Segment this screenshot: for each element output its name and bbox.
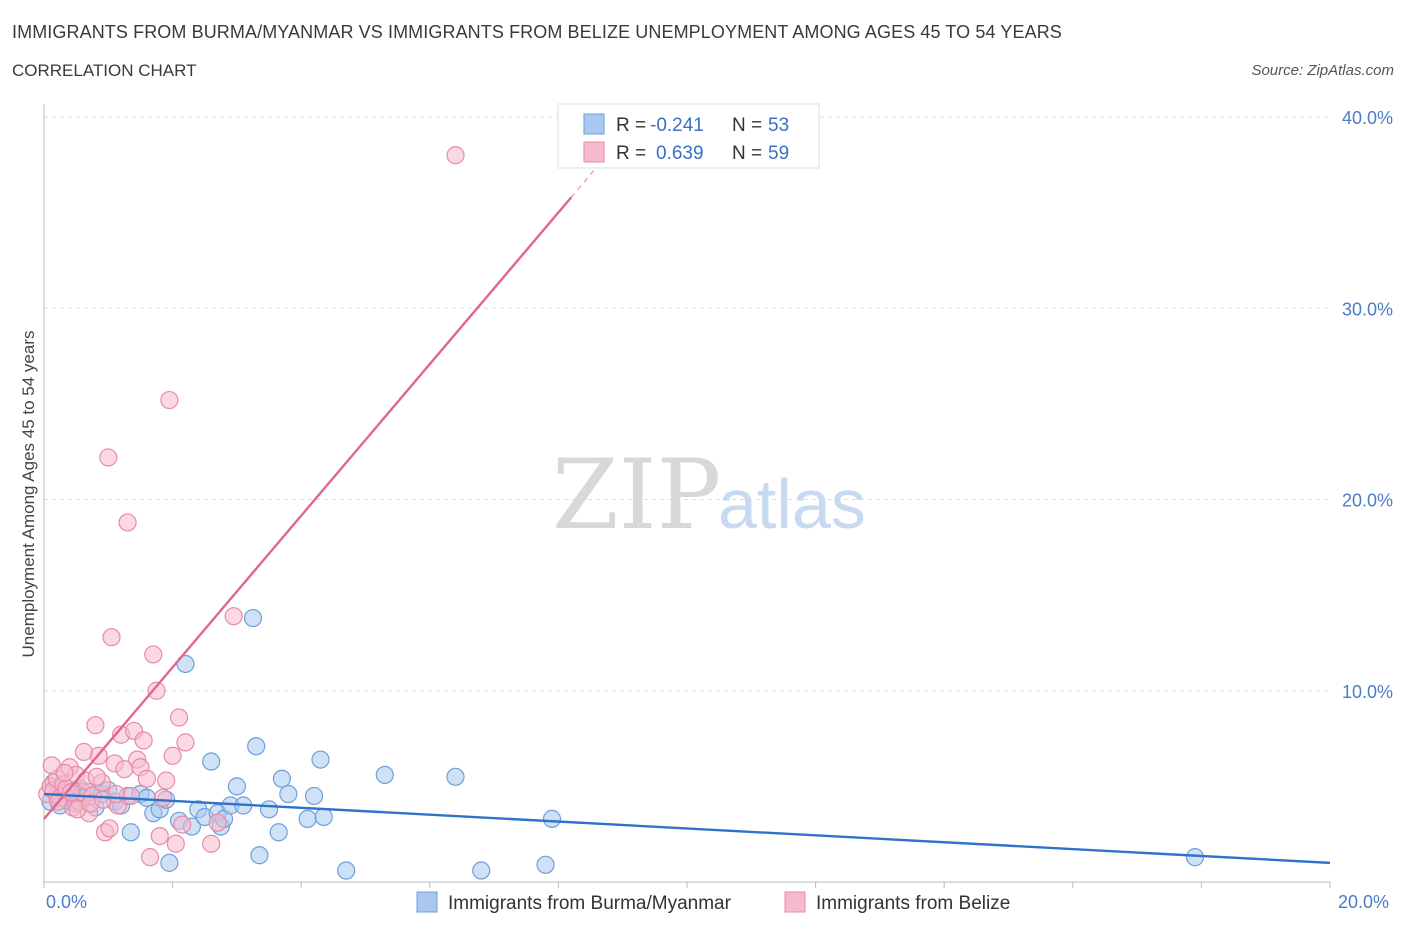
belize-point-35 (150, 826, 169, 846)
burma-point-23 (160, 853, 179, 872)
trend-line-burma (43, 792, 1331, 865)
burma-point-34 (227, 777, 246, 796)
belize-point-42 (173, 815, 192, 834)
belize-point-49 (74, 742, 93, 762)
y-tick-label-30: 30.0% (1342, 299, 1393, 319)
y-tick-label-20: 20.0% (1342, 491, 1393, 511)
legend-n-value-pink: 59 (768, 143, 789, 164)
legend-box: R = -0.241 N = 53 R = 0.639 N = 59 (557, 103, 820, 169)
chart-title: IMMIGRANTS FROM BURMA/MYANMAR VS IMMIGRA… (12, 22, 1062, 42)
bottom-legend-swatch-blue (416, 891, 438, 913)
legend-swatch-pink (583, 141, 605, 163)
belize-point-37 (157, 771, 176, 790)
belize-point-20 (102, 628, 121, 647)
bottom-legend-swatch-pink (784, 891, 806, 913)
belize-point-41 (169, 708, 189, 727)
belize-point-39 (163, 746, 182, 765)
bottom-legend-label-pink: Immigrants from Belize (816, 893, 1010, 914)
belize-point-25 (118, 513, 137, 532)
y-tick-labels: 10.0% 20.0% 30.0% 40.0% (1342, 108, 1393, 702)
legend-n-label-blue: N = (732, 115, 762, 136)
belize-point-30 (134, 731, 153, 750)
belize-point-54 (106, 784, 126, 804)
watermark: ZIP atlas (552, 439, 866, 551)
burma-point-47 (337, 861, 356, 880)
burma-point-29 (202, 752, 221, 771)
belize-point-38 (160, 390, 179, 410)
burma-point-42 (279, 784, 298, 804)
burma-point-40 (269, 823, 288, 842)
burma-point-52 (542, 809, 562, 828)
burma-point-45 (311, 750, 330, 769)
legend-r-value-pink: 0.639 (656, 143, 704, 164)
series-belize-points (38, 146, 465, 867)
belize-point-53 (100, 819, 119, 838)
burma-point-38 (250, 846, 269, 865)
legend-swatch-blue (583, 113, 605, 135)
x-tick-label-max: 20.0% (1338, 892, 1389, 912)
burma-point-39 (259, 800, 279, 819)
belize-point-43 (176, 733, 195, 752)
watermark-zip: ZIP (552, 439, 721, 551)
belize-point-32 (140, 848, 160, 867)
trend-lines (43, 150, 1331, 865)
belize-point-56 (224, 607, 243, 626)
bottom-legend: Immigrants from Burma/Myanmar Immigrants… (416, 891, 1010, 914)
belize-point-55 (202, 834, 221, 853)
y-tick-label-40: 40.0% (1342, 108, 1393, 128)
belize-point-51 (87, 767, 106, 786)
legend-n-value-blue: 53 (768, 115, 789, 136)
belize-point-36 (153, 788, 173, 807)
belize-point-58 (446, 146, 465, 165)
belize-point-15 (86, 716, 105, 735)
bottom-legend-label-blue: Immigrants from Burma/Myanmar (448, 893, 732, 914)
y-tick-label-10: 10.0% (1342, 682, 1393, 702)
burma-point-17 (121, 823, 140, 842)
burma-point-37 (247, 737, 266, 756)
legend-n-label-pink: N = (732, 143, 762, 164)
grid-lines (44, 116, 1330, 692)
trend-line-belize (43, 196, 573, 820)
belize-point-31 (137, 769, 156, 788)
belize-point-40 (166, 834, 185, 853)
burma-point-44 (304, 786, 324, 806)
burma-point-49 (446, 767, 465, 786)
legend-r-label-blue: R = (616, 115, 646, 136)
belize-point-34 (147, 681, 166, 700)
watermark-atlas: atlas (718, 465, 866, 543)
belize-point-46 (55, 763, 74, 783)
x-axis-ticks (43, 882, 1331, 888)
source-label: Source: ZipAtlas.com (1251, 62, 1394, 79)
x-tick-label-min: 0.0% (46, 892, 87, 912)
belize-point-19 (99, 448, 118, 467)
belize-point-57 (208, 813, 227, 832)
y-axis-label: Unemployment Among Ages 45 to 54 years (19, 331, 38, 658)
belize-point-33 (144, 645, 163, 664)
burma-point-41 (272, 769, 292, 788)
burma-point-48 (375, 765, 394, 785)
chart-subtitle: CORRELATION CHART (12, 61, 197, 80)
legend-r-label-pink: R = (616, 143, 646, 164)
burma-point-46 (314, 807, 333, 827)
burma-point-50 (472, 861, 491, 880)
burma-point-51 (536, 855, 555, 874)
legend-r-value-blue: -0.241 (650, 115, 704, 136)
burma-point-43 (298, 809, 317, 828)
burma-point-36 (243, 608, 263, 628)
